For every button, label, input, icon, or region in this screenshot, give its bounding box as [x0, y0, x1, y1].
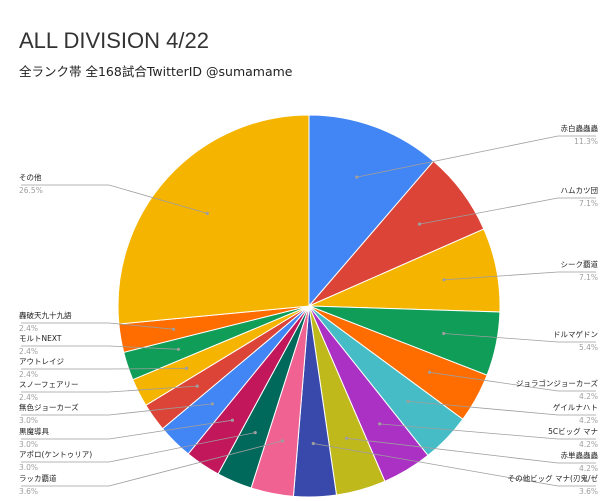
- leader-line: [21, 368, 187, 370]
- slice-label: スノーフェアリー: [19, 380, 79, 389]
- leader-dot: [378, 422, 382, 426]
- pie-slice: [308, 114, 435, 308]
- leader-line: [356, 135, 596, 178]
- leader-line: [379, 423, 596, 440]
- leader-dot: [344, 436, 349, 440]
- leader-line: [443, 333, 596, 343]
- slice-percent: 3.0%: [19, 416, 38, 425]
- slice-percent: 2.4%: [19, 347, 38, 356]
- slice-label: ジョラゴンジョーカーズ: [516, 378, 599, 388]
- slice-percent: 4.2%: [579, 440, 598, 449]
- slice-label: 轟破天九十九語: [19, 310, 72, 320]
- leader-dot: [195, 384, 199, 388]
- slice-label: シーク覇道: [561, 259, 599, 269]
- slice-label: その他: [19, 172, 42, 182]
- leader-line: [21, 345, 179, 350]
- slice-percent: 11.3%: [574, 137, 598, 146]
- slice-percent: 5.4%: [579, 343, 598, 352]
- slice-percent: 3.6%: [579, 487, 598, 496]
- leader-dot: [280, 439, 284, 443]
- leader-dot: [230, 418, 234, 422]
- slice-labels: 赤白蟲蟲蟲 11.3% ハムカツ団 7.1% シーク覇道 7.1% ドルマゲドン 5.4% ジョ…: [19, 123, 598, 496]
- leader-dot: [253, 431, 257, 435]
- slice-label: 赤白蟲蟲蟲: [561, 123, 599, 133]
- slice-label: 無色ジョーカーズ: [19, 402, 79, 412]
- pie-slice: [117, 114, 310, 325]
- leader-line: [346, 437, 596, 464]
- leader-lines: [21, 135, 596, 487]
- slice-label: ゲイルナハト: [553, 403, 598, 412]
- chart-title: ALL DIVISION 4/22: [19, 28, 209, 53]
- leader-dot: [171, 327, 176, 331]
- slice-percent: 2.4%: [19, 393, 38, 402]
- slice-label: その他ビッグ マナ(刃鬼/ゼ: [508, 473, 599, 483]
- leader-dot: [442, 278, 446, 282]
- leader-line: [408, 401, 596, 416]
- leader-dot: [355, 175, 359, 179]
- slice-percent: 4.2%: [579, 416, 598, 425]
- slice-percent: 26.5%: [19, 186, 43, 195]
- slice-label: 黒魔導具: [19, 426, 49, 436]
- leader-dot: [427, 370, 432, 374]
- slice-percent: 4.2%: [579, 392, 598, 401]
- leader-line: [21, 322, 174, 330]
- slice-label: 赤単蟲蟲蟲: [561, 450, 599, 460]
- leader-line: [21, 419, 233, 440]
- slice-percent: 2.4%: [19, 324, 38, 333]
- leader-dot: [184, 366, 189, 370]
- slice-label: ドルマゲドン: [553, 330, 598, 339]
- leader-line: [313, 443, 596, 487]
- slice-percent: 2.4%: [19, 370, 38, 379]
- slice-percent: 3.0%: [19, 463, 38, 472]
- slice-label: モルトNEXT: [19, 334, 62, 343]
- slice-label: ラッカ覇道: [19, 473, 57, 483]
- slice-label: 5Cビッグ マナ: [548, 426, 598, 436]
- leader-dot: [417, 222, 422, 226]
- slice-label: ハムカツ団: [561, 186, 599, 195]
- leader-dot: [176, 347, 181, 351]
- leader-line: [419, 197, 596, 225]
- slice-label: アポロ(ケントゥリア): [19, 450, 92, 459]
- slice-percent: 4.2%: [579, 464, 598, 473]
- leader-line: [21, 385, 198, 393]
- chart-subtitle: 全ランク帯 全168試合TwitterID @sumamame: [19, 64, 293, 79]
- leader-line: [21, 403, 213, 416]
- leader-dot: [205, 211, 209, 215]
- leader-dot: [311, 441, 315, 446]
- leader-line: [21, 440, 283, 487]
- leader-dot: [442, 331, 446, 336]
- leader-line: [21, 432, 256, 463]
- leader-dot: [406, 399, 410, 403]
- leader-line: [443, 271, 596, 281]
- slice-label: アウトレイジ: [19, 357, 64, 366]
- leader-dot: [210, 402, 214, 406]
- leader-line: [429, 371, 596, 392]
- slice-percent: 3.0%: [19, 440, 38, 449]
- slice-percent: 3.6%: [19, 487, 38, 496]
- pie-slices: [117, 114, 501, 498]
- slice-percent: 7.1%: [579, 199, 598, 208]
- leader-line: [21, 184, 208, 214]
- slice-percent: 7.1%: [579, 273, 598, 282]
